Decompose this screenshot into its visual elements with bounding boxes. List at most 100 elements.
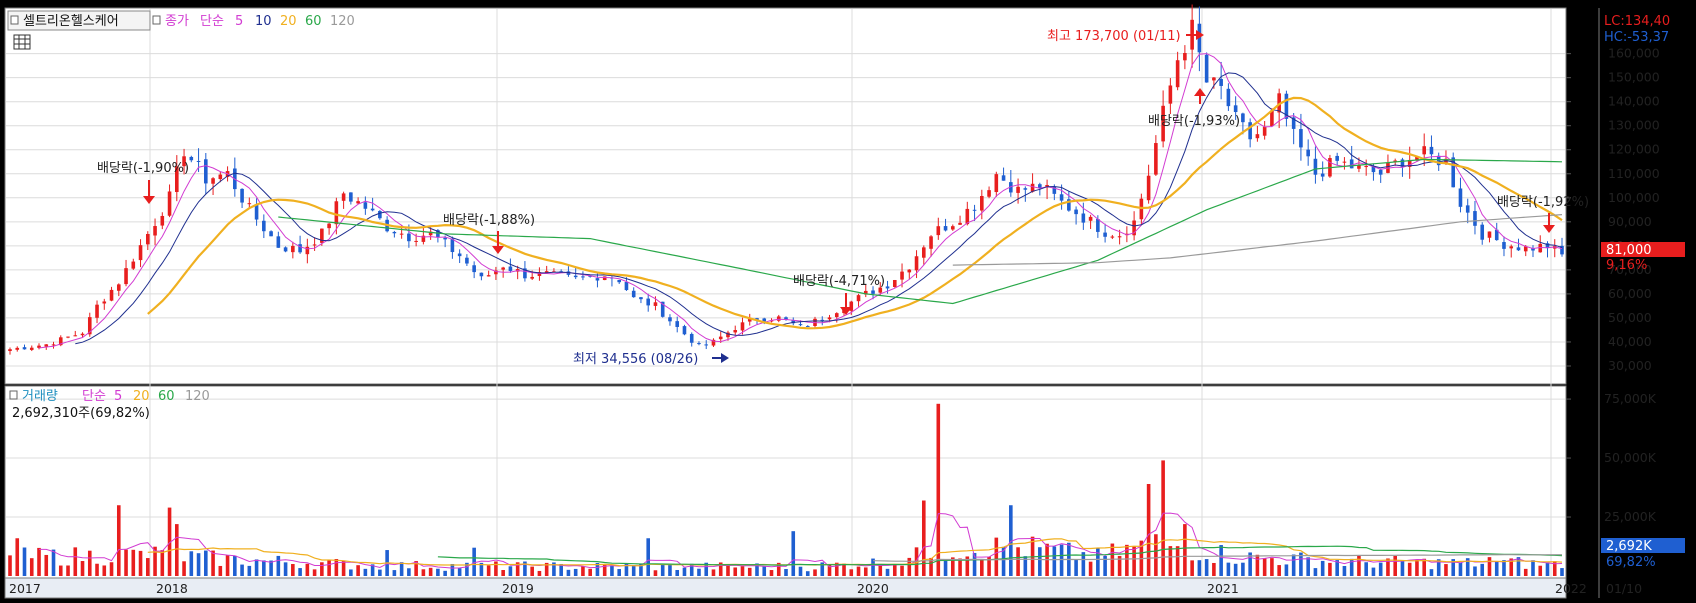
low-label: 최저 34,556 (08/26) <box>573 352 698 367</box>
legend-ma120: 120 <box>330 14 355 29</box>
candle-body <box>1364 166 1368 168</box>
candle-body <box>878 287 883 293</box>
volume-bar <box>87 550 92 576</box>
candle-body <box>370 208 375 211</box>
dividend-arrow-4 <box>1194 88 1206 96</box>
volume-bar <box>1204 559 1209 576</box>
volume-bar <box>131 549 136 576</box>
volume-bar <box>1407 562 1412 576</box>
volume-bar <box>1168 546 1173 576</box>
lc-value: LC:134,40 <box>1604 14 1670 29</box>
candle-body <box>189 156 194 161</box>
volume-bar <box>1190 560 1194 576</box>
volume-bar <box>1132 546 1136 576</box>
volume-bar <box>1509 558 1514 576</box>
volume-bar <box>450 563 455 576</box>
candle-body <box>1117 236 1122 238</box>
volume-bar <box>109 562 114 576</box>
candle-body <box>87 317 92 335</box>
volume-bar <box>718 562 723 576</box>
volume-bar <box>73 547 78 576</box>
volume-bar <box>1436 559 1441 576</box>
candle-body <box>1284 93 1289 119</box>
volume-bar <box>145 558 150 576</box>
volume-bar <box>1378 562 1383 576</box>
candle-body <box>1233 105 1238 113</box>
candle-body <box>247 203 252 205</box>
volume-bar <box>994 537 999 576</box>
price-y-axis: 30,00040,00050,00060,00070,00080,00090,0… <box>1566 46 1660 373</box>
volume-bar <box>863 567 868 576</box>
volume-bar <box>486 565 491 576</box>
volume-bar <box>254 559 259 576</box>
candle-body <box>834 313 839 318</box>
volume-legend-type: 거래량 <box>22 389 58 404</box>
volume-bar <box>1320 560 1325 576</box>
candle-body <box>8 349 12 351</box>
candle-body <box>1226 88 1231 107</box>
volume-bar <box>965 556 970 576</box>
volume-bar <box>1146 484 1151 576</box>
volume-tick-label: 50,000K <box>1604 450 1657 465</box>
volume-bar <box>972 552 977 576</box>
price-panel <box>4 7 1567 385</box>
legend-ma10: 10 <box>255 14 272 29</box>
grid-lines <box>6 9 1565 577</box>
volume-bar <box>595 562 600 576</box>
volume-bar <box>1444 564 1448 576</box>
grid-icon[interactable] <box>13 34 31 50</box>
candle-body <box>1255 134 1260 139</box>
candle-body <box>682 326 687 335</box>
candle-body <box>254 204 259 220</box>
candle-body <box>646 298 651 306</box>
candle-body <box>1009 182 1013 193</box>
legend-ma60: 60 <box>305 14 322 29</box>
volume-bar <box>1291 554 1296 576</box>
volume-bar <box>711 569 716 576</box>
candle-body <box>378 211 382 219</box>
title-button[interactable] <box>7 10 151 31</box>
legend-ma5: 5 <box>235 14 243 29</box>
candle-body <box>457 253 462 257</box>
candle-body <box>1146 175 1151 201</box>
volume-bar <box>892 564 897 576</box>
x-end-label: 01/10 <box>1606 581 1642 596</box>
candle-body <box>1001 175 1006 181</box>
legend-method: 단순 <box>200 14 224 29</box>
volume-bar <box>1103 556 1107 576</box>
price-tick-label: 100,000 <box>1608 190 1660 205</box>
volume-bar <box>871 558 875 576</box>
volume-bar <box>1219 545 1223 576</box>
volume-bar <box>356 565 360 576</box>
candle-body <box>689 333 694 343</box>
candle-body <box>443 237 447 240</box>
volume-bar <box>747 567 752 576</box>
annotations: 최고 173,700 (01/11) 최저 34,556 (08/26) 배당락… <box>97 29 1589 367</box>
candle-body <box>356 201 360 204</box>
candle-body <box>341 193 346 201</box>
candle-body <box>602 276 607 281</box>
volume-bar <box>196 553 201 576</box>
volume-bar <box>544 562 549 576</box>
volume-bar <box>588 568 592 576</box>
candle-body <box>1023 188 1028 190</box>
dividend-arrow-3 <box>840 307 852 315</box>
candle-body <box>740 322 745 331</box>
last-volume-badge <box>1601 538 1685 553</box>
candle-body <box>450 238 455 253</box>
candle-body <box>1407 159 1412 167</box>
candle-body <box>327 223 331 229</box>
candle-body <box>305 246 310 255</box>
volume-tick-label: 25,000K <box>1604 509 1657 524</box>
volume-bar <box>660 563 665 576</box>
volume-legend-ma120: 120 <box>185 389 210 404</box>
low-arrow-head <box>721 353 729 363</box>
volume-tick-label: 75,000K <box>1604 391 1657 406</box>
candle-body <box>617 280 621 283</box>
candle-body <box>1052 186 1057 194</box>
candle-body <box>1538 243 1543 253</box>
volume-bar <box>1429 569 1434 576</box>
candle-body <box>994 174 999 193</box>
x-axis-bar <box>4 577 1567 599</box>
candle-body <box>769 320 774 322</box>
